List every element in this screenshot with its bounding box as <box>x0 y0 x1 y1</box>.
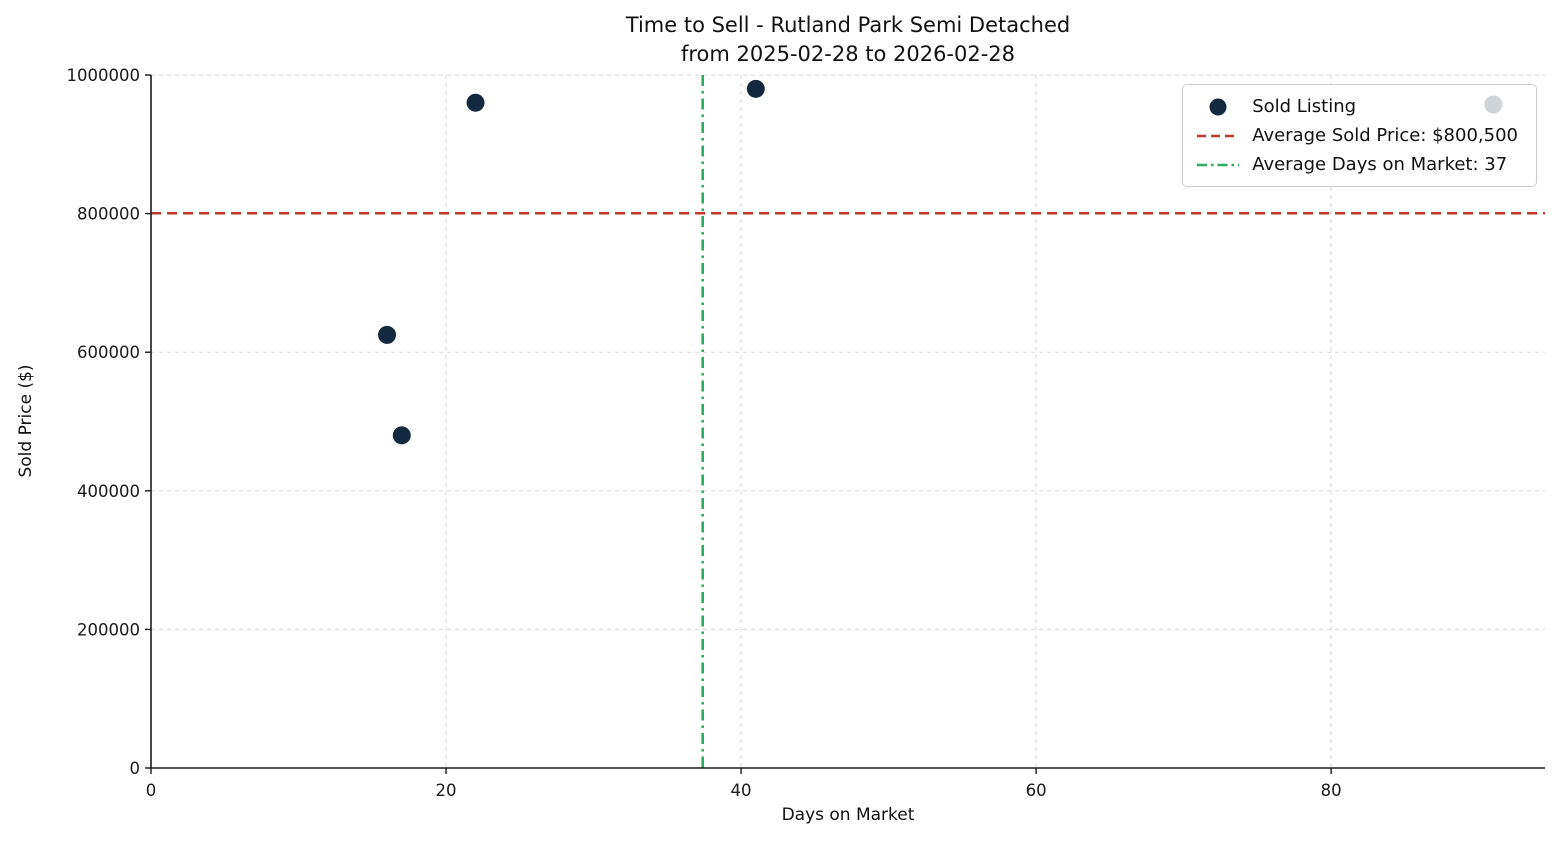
x-tick-label: 0 <box>146 781 157 800</box>
legend-sold-listing-marker-icon <box>1209 98 1227 115</box>
y-tick-label: 0 <box>130 759 141 778</box>
legend-label-average-days: Average Days on Market: 37 <box>1252 154 1508 175</box>
x-axis-label: Days on Market <box>781 805 915 825</box>
x-tick-label: 20 <box>436 781 457 800</box>
chart-title-line-1: Time to Sell - Rutland Park Semi Detache… <box>625 13 1071 37</box>
y-tick-label: 1000000 <box>67 66 141 85</box>
legend-label-average-sold-price: Average Sold Price: $800,500 <box>1252 125 1518 146</box>
chart-title-line-2: from 2025-02-28 to 2026-02-28 <box>680 42 1016 66</box>
legend-item-average-sold-price: Average Sold Price: $800,500 <box>1195 125 1518 146</box>
chart-title: Time to Sell - Rutland Park Semi Detache… <box>151 11 1545 69</box>
legend-average-days-marker-icon <box>1197 163 1240 166</box>
x-tick-label: 40 <box>731 781 752 800</box>
y-tick-label: 400000 <box>77 482 140 501</box>
y-tick-label: 200000 <box>77 620 140 639</box>
sold-listing-point <box>466 93 485 112</box>
legend-item-average-days: Average Days on Market: 37 <box>1195 154 1518 175</box>
x-tick-label: 60 <box>1026 781 1047 800</box>
legend-label-sold-listing: Sold Listing <box>1252 96 1357 117</box>
y-tick-label: 800000 <box>77 205 140 224</box>
x-tick-label: 80 <box>1321 781 1342 800</box>
legend: Sold Listing Average Sold Price: $800,50… <box>1182 84 1537 187</box>
legend-item-sold-listing: Sold Listing <box>1195 96 1518 117</box>
legend-average-price-marker-icon <box>1197 134 1240 137</box>
sold-listing-dot-icon <box>1209 98 1227 115</box>
sold-listing-point <box>378 325 397 344</box>
y-axis-label: Sold Price ($) <box>16 364 36 478</box>
sold-listing-point <box>392 426 411 445</box>
y-tick-label: 600000 <box>77 343 140 362</box>
sold-listing-point <box>746 79 765 98</box>
